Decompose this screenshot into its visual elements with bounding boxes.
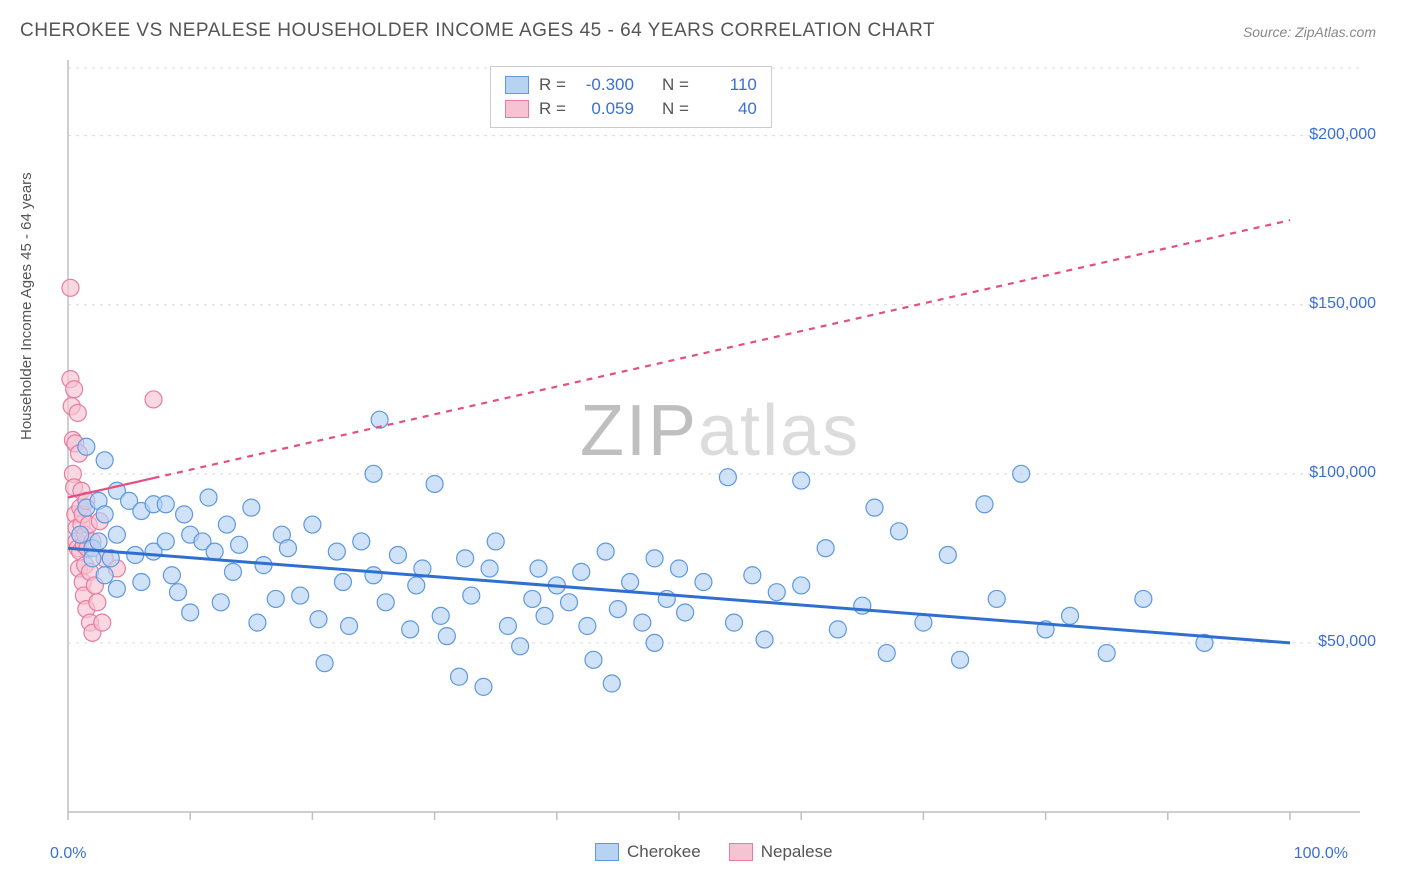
correlation-legend: R = -0.300 N = 110 R = 0.059 N = 40 [490, 66, 772, 128]
x-tick-label-max: 100.0% [1294, 845, 1348, 863]
cherokee-swatch-icon [505, 76, 529, 94]
chart-area: ZIPatlas R = -0.300 N = 110 R = 0.059 N … [60, 60, 1360, 820]
y-tick-label: $200,000 [1309, 126, 1376, 144]
chart-container: CHEROKEE VS NEPALESE HOUSEHOLDER INCOME … [0, 0, 1406, 892]
r-label: R = [539, 97, 566, 121]
y-tick-label: $150,000 [1309, 295, 1376, 313]
n-value: 40 [699, 97, 757, 121]
nepalese-swatch-icon [505, 100, 529, 118]
source-attribution: Source: ZipAtlas.com [1243, 24, 1376, 40]
x-tick-label-min: 0.0% [50, 845, 86, 863]
n-label: N = [662, 73, 689, 97]
series-legend-item: Nepalese [729, 842, 833, 862]
n-value: 110 [699, 73, 757, 97]
y-axis-label: Householder Income Ages 45 - 64 years [18, 172, 35, 440]
correlation-legend-row: R = -0.300 N = 110 [505, 73, 757, 97]
cherokee-swatch-icon [595, 843, 619, 861]
correlation-legend-row: R = 0.059 N = 40 [505, 97, 757, 121]
nepalese-swatch-icon [729, 843, 753, 861]
r-label: R = [539, 73, 566, 97]
series-legend-item: Cherokee [595, 842, 701, 862]
y-tick-label: $50,000 [1318, 633, 1376, 651]
y-tick-label: $100,000 [1309, 464, 1376, 482]
chart-title: CHEROKEE VS NEPALESE HOUSEHOLDER INCOME … [20, 20, 935, 42]
scatter-chart-svg [60, 60, 1360, 820]
r-value: 0.059 [576, 97, 634, 121]
series-legend-label: Cherokee [627, 842, 701, 862]
n-label: N = [662, 97, 689, 121]
r-value: -0.300 [576, 73, 634, 97]
series-legend-label: Nepalese [761, 842, 833, 862]
series-legend: Cherokee Nepalese [595, 842, 833, 862]
